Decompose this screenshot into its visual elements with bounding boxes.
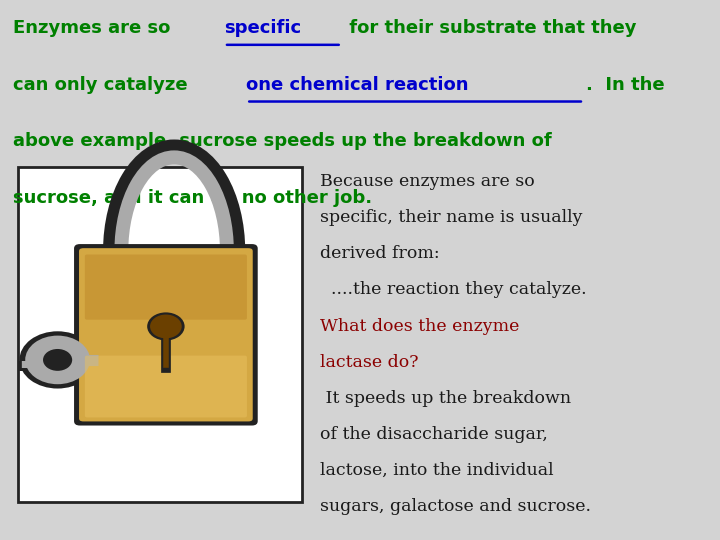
Text: It speeds up the breakdown: It speeds up the breakdown [320,390,572,407]
FancyBboxPatch shape [85,355,247,417]
Text: for their substrate that they: for their substrate that they [343,19,636,37]
Circle shape [147,312,184,341]
Text: of the disaccharide sugar,: of the disaccharide sugar, [320,426,548,443]
Text: Because enzymes are so: Because enzymes are so [320,173,535,190]
Text: can only catalyze: can only catalyze [13,76,194,93]
Text: ....the reaction they catalyze.: ....the reaction they catalyze. [320,281,587,298]
Circle shape [19,331,96,389]
Text: above example, sucrose speeds up the breakdown of: above example, sucrose speeds up the bre… [13,132,552,150]
Circle shape [25,335,90,384]
Text: lactose, into the individual: lactose, into the individual [320,462,554,479]
Text: specific: specific [224,19,301,37]
FancyBboxPatch shape [18,167,302,502]
FancyBboxPatch shape [74,244,258,426]
Text: derived from:: derived from: [320,245,440,262]
FancyBboxPatch shape [78,247,254,423]
Circle shape [43,349,72,371]
FancyBboxPatch shape [85,254,247,320]
Circle shape [150,314,181,338]
Text: Enzymes are so: Enzymes are so [13,19,176,37]
Text: specific, their name is usually: specific, their name is usually [320,209,583,226]
Text: What does the enzyme: What does the enzyme [320,318,520,334]
Text: sucrose, and it can do no other job.: sucrose, and it can do no other job. [13,189,372,207]
Text: .  In the: . In the [586,76,665,93]
FancyBboxPatch shape [313,167,706,502]
Text: one chemical reaction: one chemical reaction [246,76,469,93]
Text: sugars, galactose and sucrose.: sugars, galactose and sucrose. [320,498,591,515]
Text: lactase do?: lactase do? [320,354,419,370]
